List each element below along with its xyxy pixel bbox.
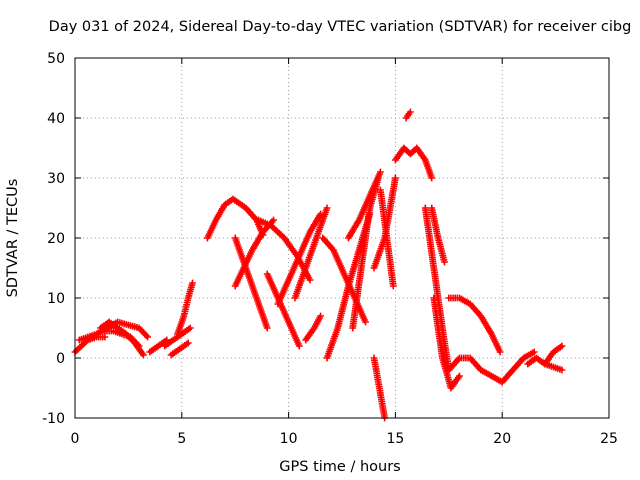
x-axis-label: GPS time / hours: [279, 459, 400, 475]
data-marks: [71, 108, 566, 422]
series-markers: [402, 108, 414, 122]
y-axis-label: SDTVAR / TECUs: [5, 179, 21, 298]
series-markers: [430, 294, 463, 392]
series-trace-d: [101, 327, 143, 350]
y-tick-label: 20: [47, 231, 65, 247]
series-trace-z: [428, 204, 448, 266]
y-tick-label: 30: [47, 171, 65, 187]
series-trace-ac: [445, 294, 504, 356]
series-markers: [445, 294, 504, 356]
series-markers: [291, 204, 331, 302]
series-markers: [377, 186, 397, 290]
series-trace-g: [167, 339, 192, 359]
series-trace-ae: [498, 348, 538, 386]
series-trace-ag: [541, 360, 566, 374]
series-markers: [421, 204, 453, 374]
series-trace-ad: [445, 354, 506, 386]
x-tick-label: 20: [493, 431, 511, 447]
series-trace-n: [274, 210, 324, 308]
chart-title: Day 031 of 2024, Sidereal Day-to-day VTE…: [49, 19, 632, 35]
series-markers: [161, 324, 194, 350]
series-markers: [274, 210, 324, 308]
series-trace-m: [263, 270, 303, 350]
x-tick-label: 25: [600, 431, 618, 447]
series-trace-w: [377, 186, 397, 290]
series-trace-p: [302, 312, 324, 344]
series-trace-aa: [421, 204, 453, 374]
series-markers: [146, 336, 171, 356]
y-tick-label: 40: [47, 111, 65, 127]
series-markers: [204, 195, 267, 242]
y-tick-label: 50: [47, 51, 65, 67]
series-trace-t: [349, 174, 382, 332]
series-markers: [167, 339, 192, 359]
series-markers: [428, 204, 448, 266]
x-tick-label: 0: [71, 431, 80, 447]
series-markers: [541, 360, 566, 374]
series-markers: [392, 144, 436, 182]
series-trace-y: [402, 108, 414, 122]
series-markers: [349, 174, 382, 332]
series-trace-ab: [430, 294, 463, 392]
series-markers: [302, 312, 324, 344]
series-trace-h: [174, 279, 196, 338]
series-markers: [445, 354, 506, 386]
y-tick-label: 0: [56, 351, 65, 367]
series-trace-i: [204, 195, 267, 242]
axis-ticks: 0 5 10 15 20 25 -10 0 10 20 30 40 50: [42, 51, 618, 447]
series-markers: [101, 327, 143, 350]
series-trace-e: [146, 336, 171, 356]
x-tick-label: 5: [177, 431, 186, 447]
series-trace-f: [161, 324, 194, 350]
series-markers: [370, 354, 389, 422]
y-tick-label: 10: [47, 291, 65, 307]
series-markers: [174, 279, 196, 338]
series-markers: [263, 270, 303, 350]
series-trace-u: [370, 354, 389, 422]
y-tick-label: -10: [42, 411, 65, 427]
series-trace-x: [392, 144, 436, 182]
x-tick-label: 15: [386, 431, 404, 447]
series-markers: [498, 348, 538, 386]
x-tick-label: 10: [280, 431, 298, 447]
series-trace-o: [291, 204, 331, 302]
